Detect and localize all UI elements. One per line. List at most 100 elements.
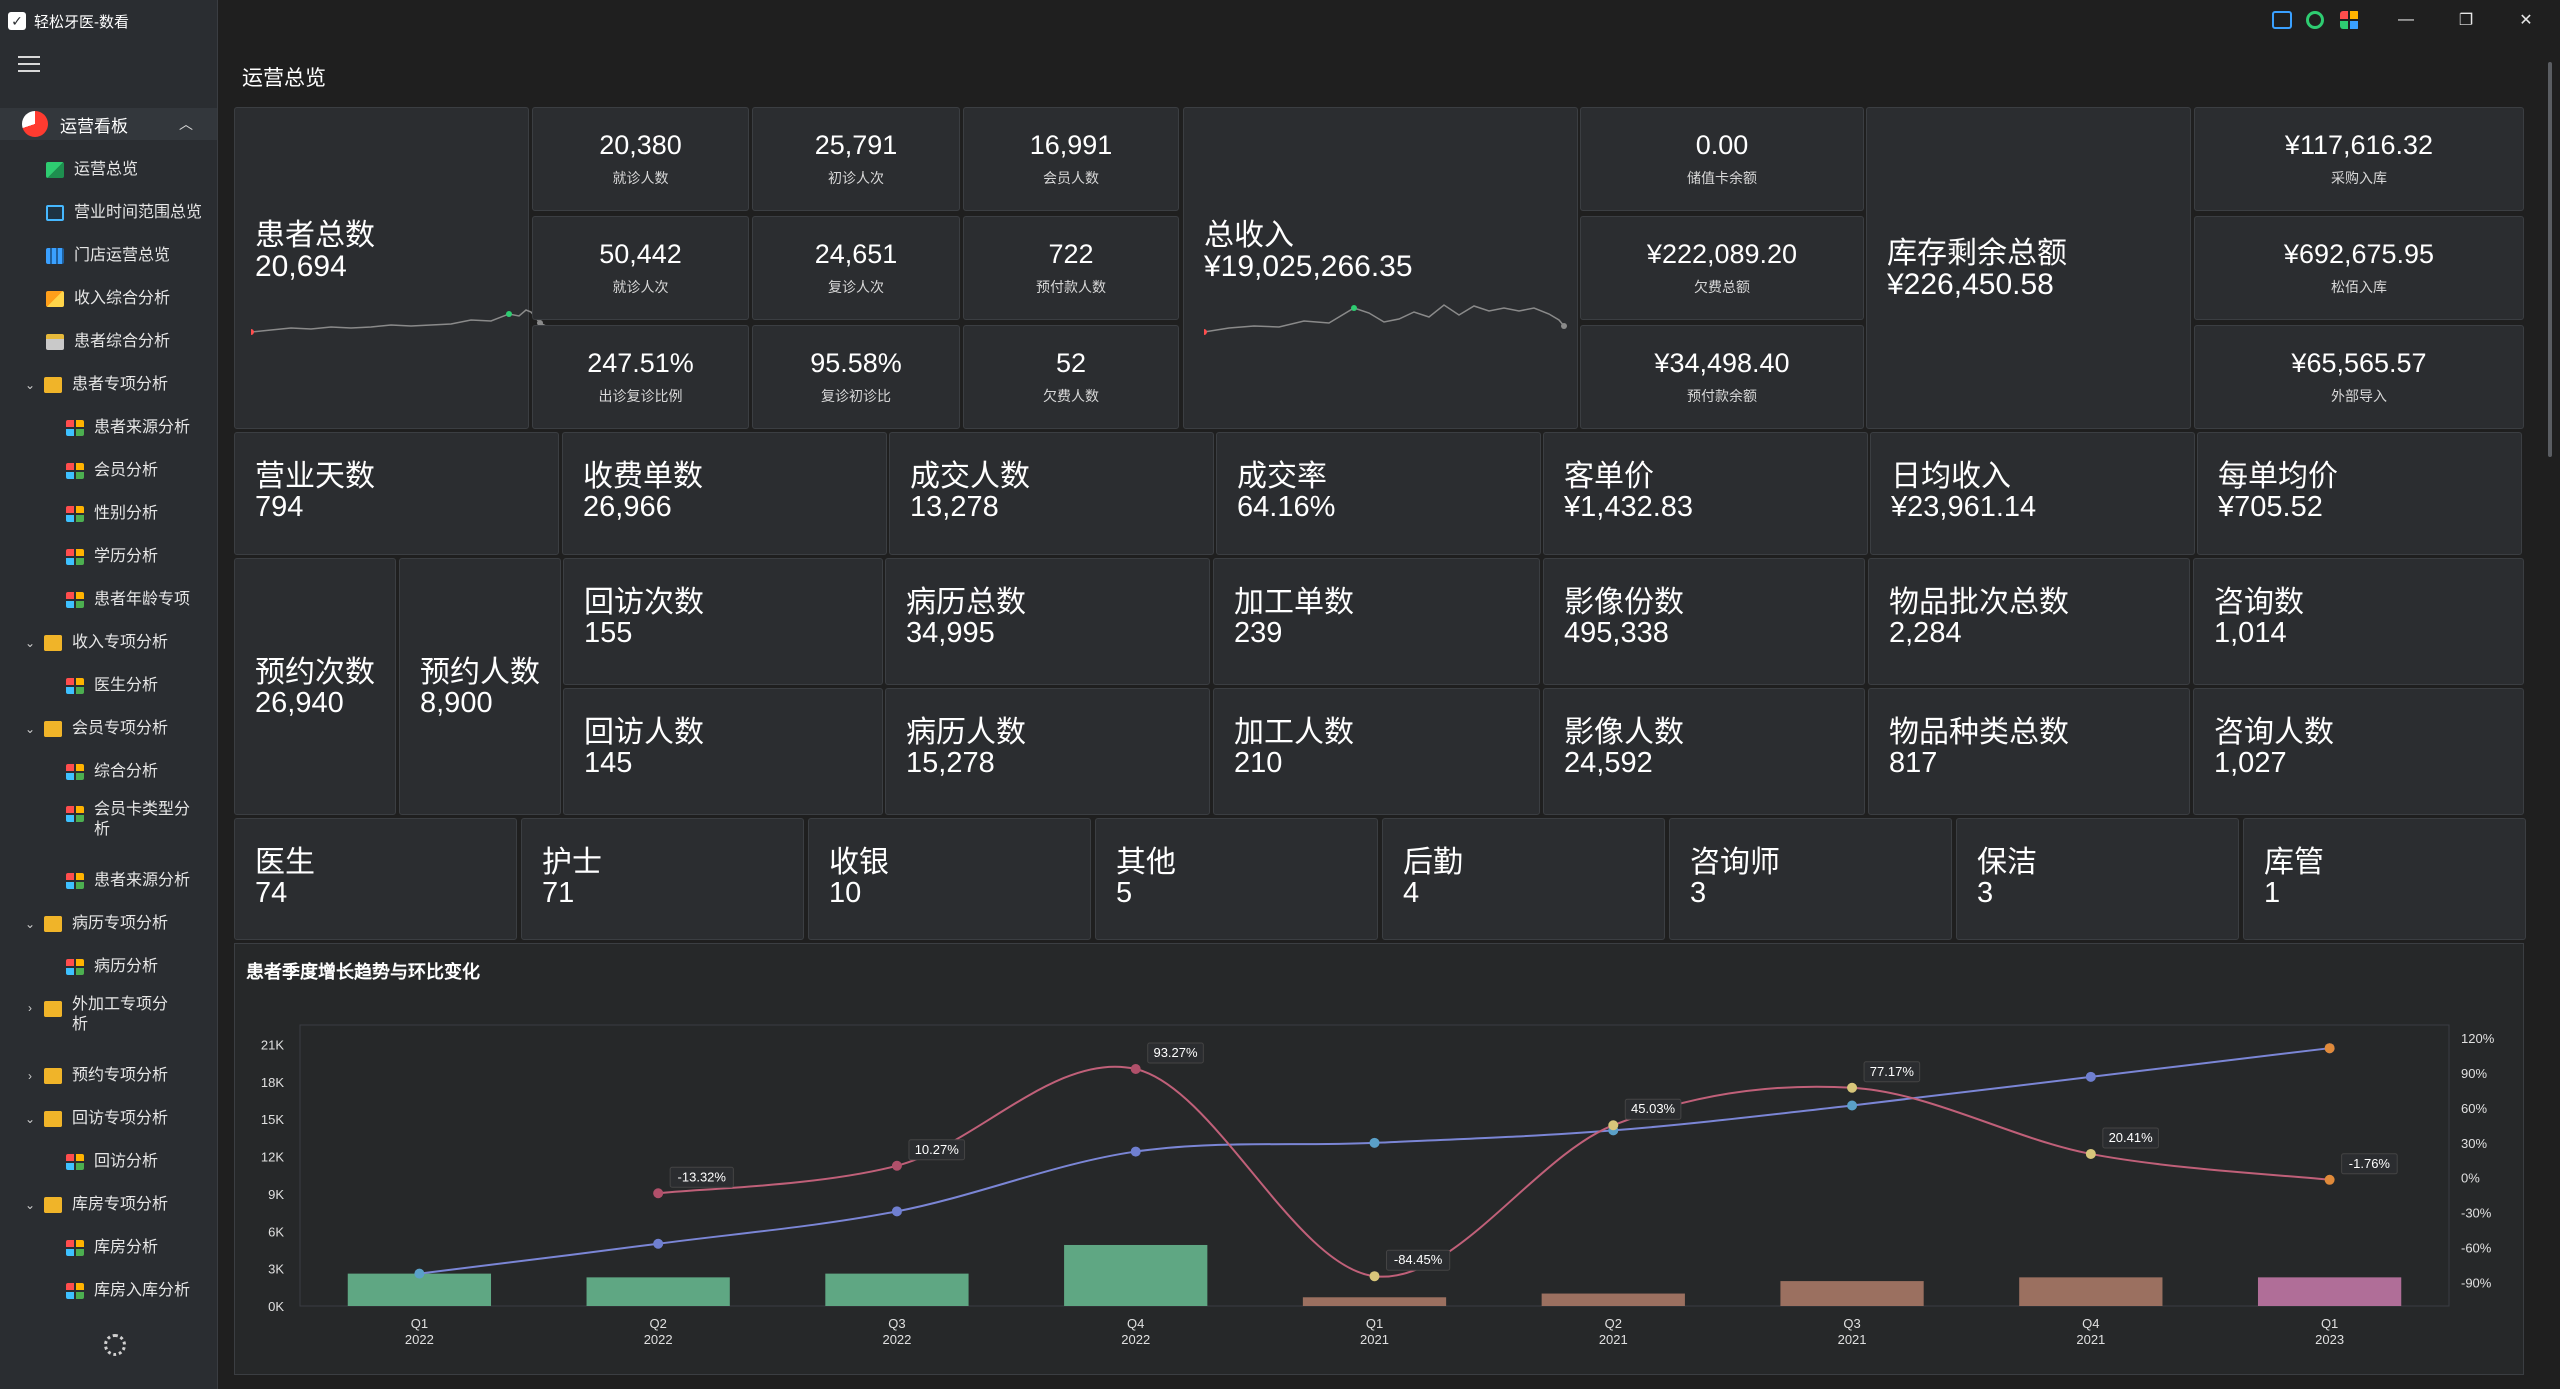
chevron-down-icon[interactable]: ⌄ <box>24 636 36 650</box>
qoq-line <box>658 1065 2330 1278</box>
screen-tool-icon[interactable] <box>2272 8 2292 32</box>
metric-card: 营业天数 794 <box>234 432 559 555</box>
sidebar-item-label-line1: 医生分析 <box>94 677 159 694</box>
chevron-down-icon[interactable]: ⌄ <box>24 722 36 736</box>
staff-card: 库管 1 <box>2243 818 2526 940</box>
restore-icon[interactable]: ❐ <box>2458 12 2474 29</box>
app-title: 轻松牙医-数看 <box>34 13 129 31</box>
revenue-stat-card: 0.00 储值卡余额 <box>1580 107 1864 211</box>
qoq-data-label-box <box>1624 1098 1682 1120</box>
revenue-stat-value: 0.00 <box>1695 130 1749 160</box>
metric-card: 每单均价 ¥705.52 <box>2197 432 2522 555</box>
sidebar-item[interactable]: 会员卡类型分析 <box>66 800 215 844</box>
sidebar-item[interactable]: 性别分析 <box>66 497 215 531</box>
sidebar-item[interactable]: ⌄ 会员专项分析 <box>24 712 215 746</box>
staff-card-value: 3 <box>1977 877 1994 909</box>
sidebar-item[interactable]: 患者综合分析 <box>46 325 215 359</box>
metric-card-value: 794 <box>255 491 304 523</box>
sidebar-item-label: 库房分析 <box>94 1238 158 1258</box>
patients-stat-card: 50,442 就诊人次 <box>532 216 749 320</box>
screen-icon <box>46 205 64 221</box>
sidebar-item[interactable]: ⌄ 病历专项分析 <box>24 907 215 941</box>
inventory-stat-value: ¥692,675.95 <box>2283 239 2435 269</box>
staff-card-label: 医生 <box>255 846 315 879</box>
blocks-icon <box>66 549 84 565</box>
nav-group-operations[interactable]: 运营看板 ︿ <box>0 108 217 140</box>
sidebar-item[interactable]: 库房分析 <box>66 1231 215 1265</box>
sidebar-item[interactable]: 收入综合分析 <box>46 282 215 316</box>
sidebar-item-label-line1: 预约专项分析 <box>72 1067 169 1084</box>
menu-toggle-icon[interactable] <box>18 56 40 72</box>
staff-card-value: 3 <box>1690 877 1707 909</box>
sidebar-item-label-line1: 收入综合分析 <box>74 290 171 307</box>
refresh-icon[interactable] <box>2306 8 2324 32</box>
metric-card-value: 2,284 <box>1889 617 1962 649</box>
sparkline-end-point <box>1561 323 1567 329</box>
folder-icon <box>44 377 62 393</box>
metric-card: 成交人数 13,278 <box>889 432 1214 555</box>
y-right-tick-label: 30% <box>2461 1136 2487 1151</box>
sidebar-item[interactable]: 医生分析 <box>66 669 215 703</box>
metric-card-label: 咨询人数 <box>2214 716 2334 749</box>
sidebar-item-label: 收入专项分析 <box>72 633 168 653</box>
sidebar-item[interactable]: ⌄ 收入专项分析 <box>24 626 215 660</box>
sidebar-item[interactable]: 运营总览 <box>46 153 215 187</box>
sidebar-item[interactable]: 患者年龄专项 <box>66 583 215 617</box>
sidebar-item[interactable]: 回访分析 <box>66 1145 215 1179</box>
settings-gear-icon[interactable] <box>104 1334 126 1356</box>
chevron-right-icon[interactable]: › <box>28 1001 32 1015</box>
sidebar-item[interactable]: 营业时间范围总览 <box>46 196 215 230</box>
staff-card-label: 其他 <box>1116 846 1176 879</box>
sidebar-item[interactable]: ⌄ 患者专项分析 <box>24 368 215 402</box>
metric-card-label: 成交率 <box>1237 460 1327 493</box>
sidebar-item[interactable]: 患者来源分析 <box>66 864 215 898</box>
sidebar-item[interactable]: 门店运营总览 <box>46 239 215 273</box>
sidebar-item[interactable]: › 预约专项分析 <box>24 1059 215 1093</box>
y-left-tick-label: 9K <box>268 1187 284 1202</box>
metric-card-label: 每单均价 <box>2218 460 2338 493</box>
staff-card-value: 74 <box>255 877 288 909</box>
minimize-icon[interactable]: — <box>2398 11 2414 28</box>
vertical-scrollbar[interactable] <box>2548 62 2552 457</box>
metric-card-label: 成交人数 <box>910 460 1030 493</box>
x-tick-label: Q3 2022 <box>882 1316 911 1347</box>
qoq-data-label: -13.32% <box>678 1169 727 1184</box>
metric-card-value: 1,014 <box>2214 617 2287 649</box>
sidebar-item[interactable]: 患者来源分析 <box>66 411 215 445</box>
chevron-down-icon[interactable]: ⌄ <box>24 1112 36 1126</box>
sidebar-item[interactable]: 库房入库分析 <box>66 1274 215 1308</box>
qoq-data-label-box <box>1147 1042 1204 1064</box>
staff-card-label: 咨询师 <box>1690 846 1780 879</box>
chevron-down-icon[interactable]: ⌄ <box>24 917 36 931</box>
folder-icon <box>44 635 62 651</box>
sidebar-item[interactable]: 综合分析 <box>66 755 215 789</box>
chevron-down-icon[interactable]: ⌄ <box>24 1198 36 1212</box>
chevron-right-icon[interactable]: › <box>28 1069 32 1083</box>
inventory-total-value: ¥226,450.58 <box>1887 268 2054 301</box>
qoq-point <box>891 1160 902 1171</box>
staff-card-value: 4 <box>1403 877 1420 909</box>
sidebar-item[interactable]: 会员分析 <box>66 454 215 488</box>
metric-card: 病历总数 34,995 <box>885 558 1210 685</box>
metric-card: 加工人数 210 <box>1213 688 1540 815</box>
metric-card-label: 影像份数 <box>1564 586 1684 619</box>
chevron-up-icon[interactable]: ︿ <box>179 116 193 132</box>
sidebar-item[interactable]: 学历分析 <box>66 540 215 574</box>
blocks-icon <box>66 873 84 889</box>
sidebar-item[interactable]: › 外加工专项分析 <box>24 995 215 1039</box>
sidebar-item-label: 库房专项分析 <box>72 1195 168 1215</box>
chevron-down-icon[interactable]: ⌄ <box>24 378 36 392</box>
sidebar-item-label-line1: 患者来源分析 <box>94 419 191 436</box>
revenue-stat-card: ¥34,498.40 预付款余额 <box>1580 325 1864 429</box>
sparkline-end-point <box>537 320 543 326</box>
apps-icon[interactable] <box>2340 8 2360 32</box>
sidebar-item-label-line1: 学历分析 <box>94 548 159 565</box>
sidebar-item[interactable]: ⌄ 回访专项分析 <box>24 1102 215 1136</box>
sidebar-item[interactable]: 病历分析 <box>66 950 215 984</box>
sidebar-item[interactable]: ⌄ 库房专项分析 <box>24 1188 215 1222</box>
close-icon[interactable]: ✕ <box>2519 12 2533 29</box>
sidebar-item-label: 预约专项分析 <box>72 1066 168 1086</box>
metric-card-value: 15,278 <box>906 747 995 779</box>
patients-stat-label: 复诊初诊比 <box>821 388 891 404</box>
staff-card-label: 收银 <box>829 846 889 879</box>
